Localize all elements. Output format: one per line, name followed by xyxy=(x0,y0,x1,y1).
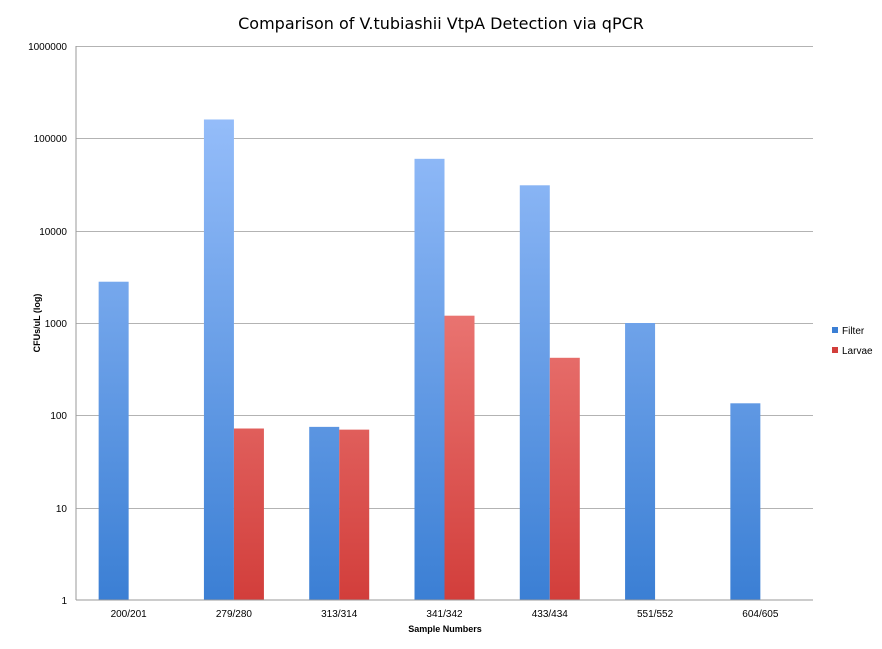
y-tick-label: 1000 xyxy=(45,319,68,330)
y-tick-label: 10000 xyxy=(39,227,67,238)
bars xyxy=(98,119,761,600)
bar-larvae xyxy=(444,315,475,600)
y-axis-ticks: 1 10 100 1000 10000 100000 1000000 xyxy=(28,42,67,607)
legend-swatch-larvae xyxy=(832,347,838,353)
bar-larvae xyxy=(233,428,264,600)
chart-title: Comparison of V.tubiashii VtpA Detection… xyxy=(238,14,644,33)
x-tick-label: 551/552 xyxy=(637,609,674,620)
bar-filter xyxy=(519,185,550,600)
bar-filter xyxy=(730,403,761,600)
x-tick-label: 604/605 xyxy=(742,609,779,620)
y-tick-label: 100 xyxy=(50,411,67,422)
x-axis-label: Sample Numbers xyxy=(408,624,482,634)
legend: Filter Larvae xyxy=(832,326,873,357)
x-tick-label: 279/280 xyxy=(216,609,253,620)
x-tick-label: 433/434 xyxy=(532,609,569,620)
bar-filter xyxy=(625,323,656,600)
x-tick-label: 313/314 xyxy=(321,609,358,620)
x-tick-label: 200/201 xyxy=(111,609,148,620)
y-tick-label: 1000000 xyxy=(28,42,67,53)
bar-filter xyxy=(203,119,234,600)
legend-label-filter: Filter xyxy=(842,326,865,337)
y-axis-label: CFUs/uL (log) xyxy=(32,294,42,353)
bar-filter xyxy=(414,158,445,600)
bar-filter xyxy=(309,426,340,600)
y-tick-label: 1 xyxy=(61,596,67,607)
bar-filter xyxy=(98,281,129,600)
bar-larvae xyxy=(339,429,370,600)
bar-larvae xyxy=(549,357,580,600)
legend-swatch-filter xyxy=(832,327,838,333)
y-tick-label: 10 xyxy=(56,504,68,515)
x-tick-label: 341/342 xyxy=(426,609,463,620)
y-tick-label: 100000 xyxy=(34,134,68,145)
legend-label-larvae: Larvae xyxy=(842,346,873,357)
x-axis-ticks: 200/201 279/280 313/314 341/342 433/434 551/5… xyxy=(111,609,779,620)
